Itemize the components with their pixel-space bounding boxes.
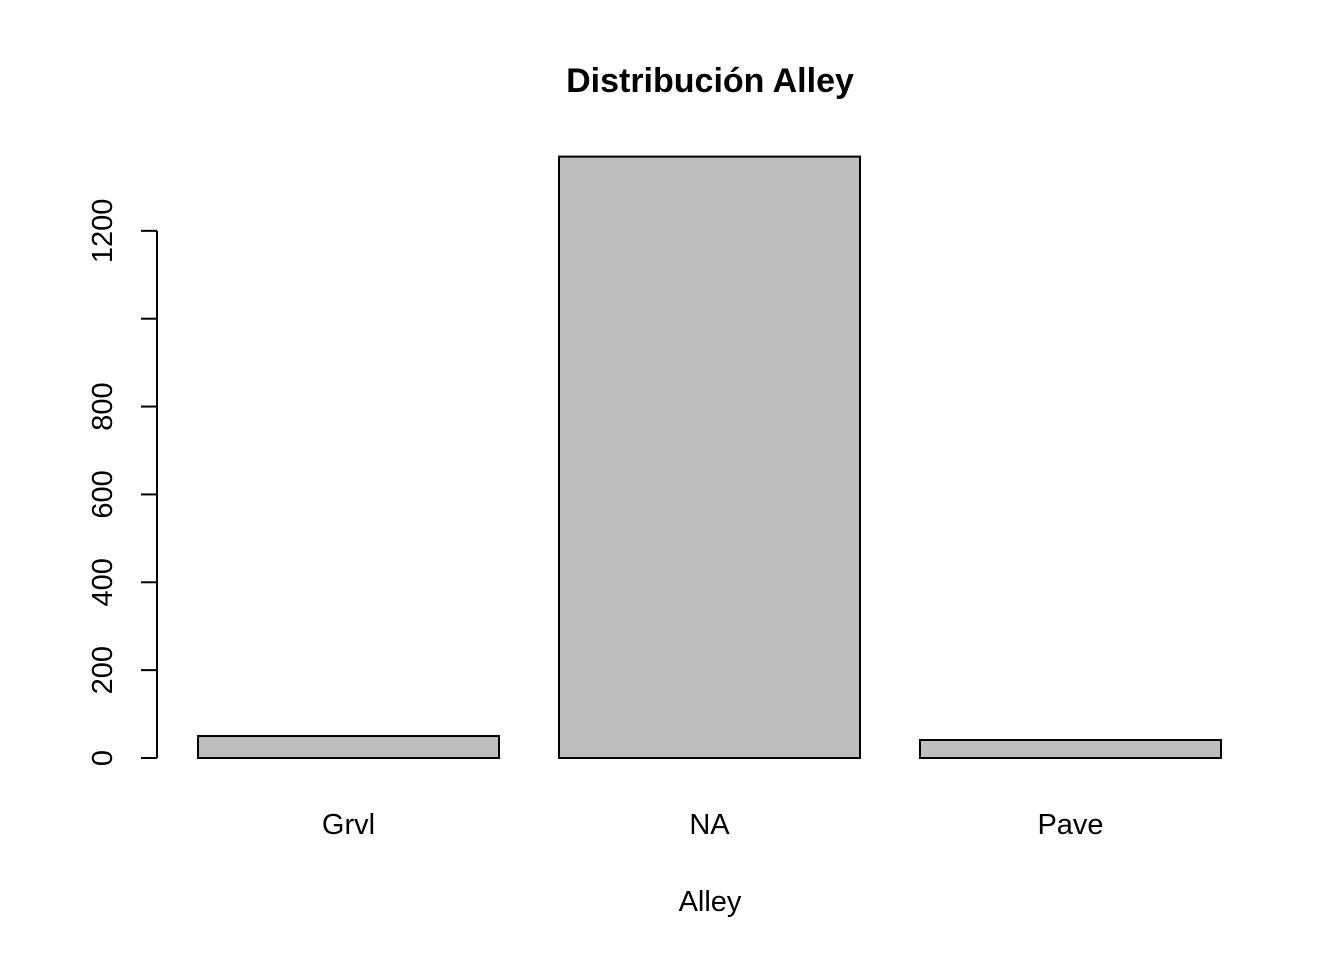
y-axis: 0 200 400 600 800 1200 xyxy=(87,199,158,766)
y-tick-label: 200 xyxy=(87,646,119,694)
y-tick-label: 400 xyxy=(87,558,119,606)
x-tick-label: Grvl xyxy=(322,809,375,841)
bar-pave xyxy=(919,738,1222,760)
y-tick-label: 600 xyxy=(87,470,119,518)
y-tick-label: 1200 xyxy=(87,199,119,264)
x-tick-label: Pave xyxy=(1037,809,1103,841)
x-tick-label: NA xyxy=(689,809,730,841)
y-tick-label: 0 xyxy=(87,750,119,766)
y-tick-label: 800 xyxy=(87,382,119,430)
bar-grvl xyxy=(197,735,500,759)
bars xyxy=(197,155,1222,760)
x-axis-label: Alley xyxy=(679,886,742,918)
x-tick-labels: Grvl NA Pave xyxy=(322,809,1104,841)
chart-title: Distribución Alley xyxy=(566,62,854,100)
bar-na xyxy=(558,155,861,759)
